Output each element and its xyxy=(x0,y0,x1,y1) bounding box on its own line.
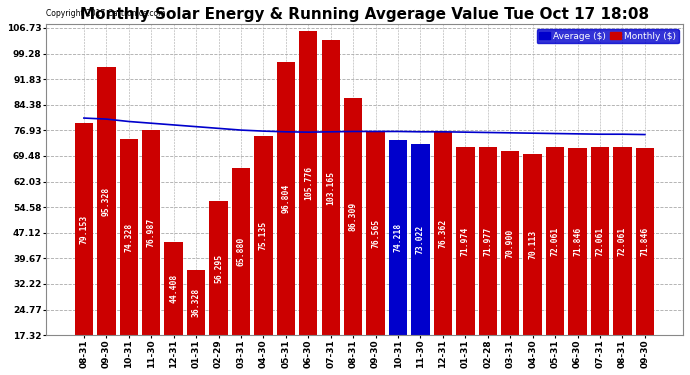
Text: 103.165: 103.165 xyxy=(326,171,335,205)
Text: 73.022: 73.022 xyxy=(416,225,425,254)
Bar xyxy=(277,62,295,335)
Bar xyxy=(232,168,250,335)
Text: 76.987: 76.987 xyxy=(147,218,156,247)
Text: 74.328: 74.328 xyxy=(124,223,133,252)
Bar xyxy=(389,140,407,335)
Text: 79.153: 79.153 xyxy=(79,214,88,243)
Text: 72.061: 72.061 xyxy=(618,226,627,256)
Text: 71.974: 71.974 xyxy=(461,226,470,256)
Text: 56.295: 56.295 xyxy=(214,254,223,283)
Bar xyxy=(299,31,317,335)
Bar xyxy=(187,270,206,335)
Bar xyxy=(322,40,340,335)
Bar xyxy=(501,151,520,335)
Bar xyxy=(635,148,654,335)
Bar xyxy=(569,148,586,335)
Text: 71.846: 71.846 xyxy=(573,227,582,256)
Bar xyxy=(434,132,452,335)
Text: 72.061: 72.061 xyxy=(595,226,604,256)
Text: 95.328: 95.328 xyxy=(102,186,111,216)
Text: 71.846: 71.846 xyxy=(640,227,649,256)
Bar xyxy=(75,123,93,335)
Text: 75.135: 75.135 xyxy=(259,221,268,251)
Bar xyxy=(119,139,138,335)
Text: 76.362: 76.362 xyxy=(438,219,447,248)
Text: 36.328: 36.328 xyxy=(192,288,201,317)
Title: Monthly Solar Energy & Running Avgerage Value Tue Oct 17 18:08: Monthly Solar Energy & Running Avgerage … xyxy=(80,7,649,22)
Bar xyxy=(613,147,631,335)
Bar xyxy=(546,147,564,335)
Bar xyxy=(456,147,475,335)
Text: 74.218: 74.218 xyxy=(393,223,402,252)
Bar xyxy=(97,67,115,335)
Bar xyxy=(344,98,362,335)
Text: 86.309: 86.309 xyxy=(348,202,357,231)
Bar xyxy=(591,147,609,335)
Text: 65.880: 65.880 xyxy=(237,237,246,266)
Bar xyxy=(209,201,228,335)
Bar xyxy=(142,130,160,335)
Text: 72.061: 72.061 xyxy=(551,226,560,256)
Text: 96.804: 96.804 xyxy=(282,184,290,213)
Bar xyxy=(164,242,183,335)
Text: Copyright 2017 Cartronics.com: Copyright 2017 Cartronics.com xyxy=(46,9,165,18)
Text: 76.565: 76.565 xyxy=(371,219,380,248)
Bar xyxy=(366,132,385,335)
Text: 70.113: 70.113 xyxy=(528,230,538,259)
Text: 70.900: 70.900 xyxy=(506,228,515,258)
Text: 71.977: 71.977 xyxy=(483,226,492,256)
Bar xyxy=(479,147,497,335)
Bar xyxy=(254,136,273,335)
Text: 105.776: 105.776 xyxy=(304,166,313,200)
Bar xyxy=(524,154,542,335)
Legend: Average ($), Monthly ($): Average ($), Monthly ($) xyxy=(537,29,678,44)
Bar xyxy=(411,144,430,335)
Text: 44.408: 44.408 xyxy=(169,274,178,303)
